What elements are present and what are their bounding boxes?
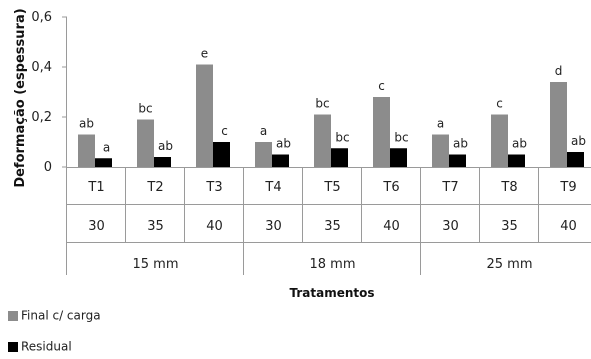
data-label: ab [512, 137, 527, 151]
data-label: bc [335, 130, 349, 144]
group-label: 15 mm [132, 257, 178, 272]
bar-residual [508, 154, 525, 167]
data-label: a [103, 140, 110, 154]
category-sublabel: 40 [206, 219, 223, 234]
bars [78, 64, 584, 167]
bar-final-c-carga [373, 97, 390, 167]
bar-final-c-carga [432, 134, 449, 167]
category-sublabel: 35 [501, 219, 518, 234]
y-tick-label: 0 [44, 160, 52, 175]
data-label: bc [138, 102, 152, 116]
data-label: ab [79, 117, 94, 131]
category-label: T7 [441, 180, 458, 195]
category-label: T5 [323, 180, 340, 195]
legend-swatch [8, 310, 18, 321]
bar-residual [95, 158, 112, 167]
category-sublabel: 35 [324, 219, 341, 234]
y-tick-label: 0,4 [31, 60, 52, 75]
bar-final-c-carga [550, 82, 567, 167]
bar-final-c-carga [137, 119, 154, 167]
data-label: ab [571, 134, 586, 148]
category-label: T1 [87, 180, 104, 195]
data-label: ab [453, 137, 468, 151]
category-sublabel: 30 [88, 219, 105, 234]
bar-final-c-carga [314, 114, 331, 167]
bar-final-c-carga [196, 64, 213, 167]
bar-residual [390, 148, 407, 167]
bar-residual [272, 154, 289, 167]
data-label: bc [394, 130, 408, 144]
category-sublabel: 30 [265, 219, 282, 234]
y-tick-label: 0,2 [31, 110, 52, 125]
legend-label: Final c/ carga [21, 308, 101, 323]
x-axis-title: Tratamentos [289, 286, 374, 300]
data-label: a [260, 124, 267, 138]
bar-residual [154, 157, 171, 167]
data-label: e [201, 47, 208, 61]
bar-residual [567, 152, 584, 167]
category-sublabel: 40 [560, 219, 577, 234]
data-label: bc [315, 97, 329, 111]
category-label: T2 [146, 180, 163, 195]
bar-residual [331, 148, 348, 167]
category-label: T3 [205, 180, 222, 195]
data-label: a [437, 117, 444, 131]
bar-final-c-carga [78, 134, 95, 167]
bar-residual [449, 154, 466, 167]
category-sublabel: 40 [383, 219, 400, 234]
data-label: c [378, 79, 385, 93]
data-label: ab [158, 139, 173, 153]
bar-residual [213, 142, 230, 167]
category-label: T4 [264, 180, 281, 195]
axes: 0 0,2 0,4 0,6 T1 30 T2 35 T3 40 T4 30 T5 35 T6 40 T7 30 T8… [31, 10, 591, 275]
legend-label: Residual [21, 339, 72, 354]
data-label: d [555, 64, 563, 78]
legend-item: Final c/ carga [8, 308, 101, 323]
legend-swatch [8, 341, 18, 352]
category-sublabel: 35 [147, 219, 164, 234]
y-tick-label: 0,6 [31, 10, 52, 25]
y-axis-title: Deformação (espessura) [13, 8, 28, 187]
bar-final-c-carga [255, 142, 272, 167]
bar-final-c-carga [491, 114, 508, 167]
category-sublabel: 30 [442, 219, 459, 234]
group-label: 18 mm [309, 257, 355, 272]
category-label: T6 [382, 180, 399, 195]
category-label: T8 [500, 180, 517, 195]
legend-item: Residual [8, 339, 72, 354]
data-label: ab [276, 137, 291, 151]
category-label: T9 [559, 180, 576, 195]
group-label: 25 mm [486, 257, 532, 272]
data-label: c [221, 124, 228, 138]
data-label: c [496, 97, 503, 111]
